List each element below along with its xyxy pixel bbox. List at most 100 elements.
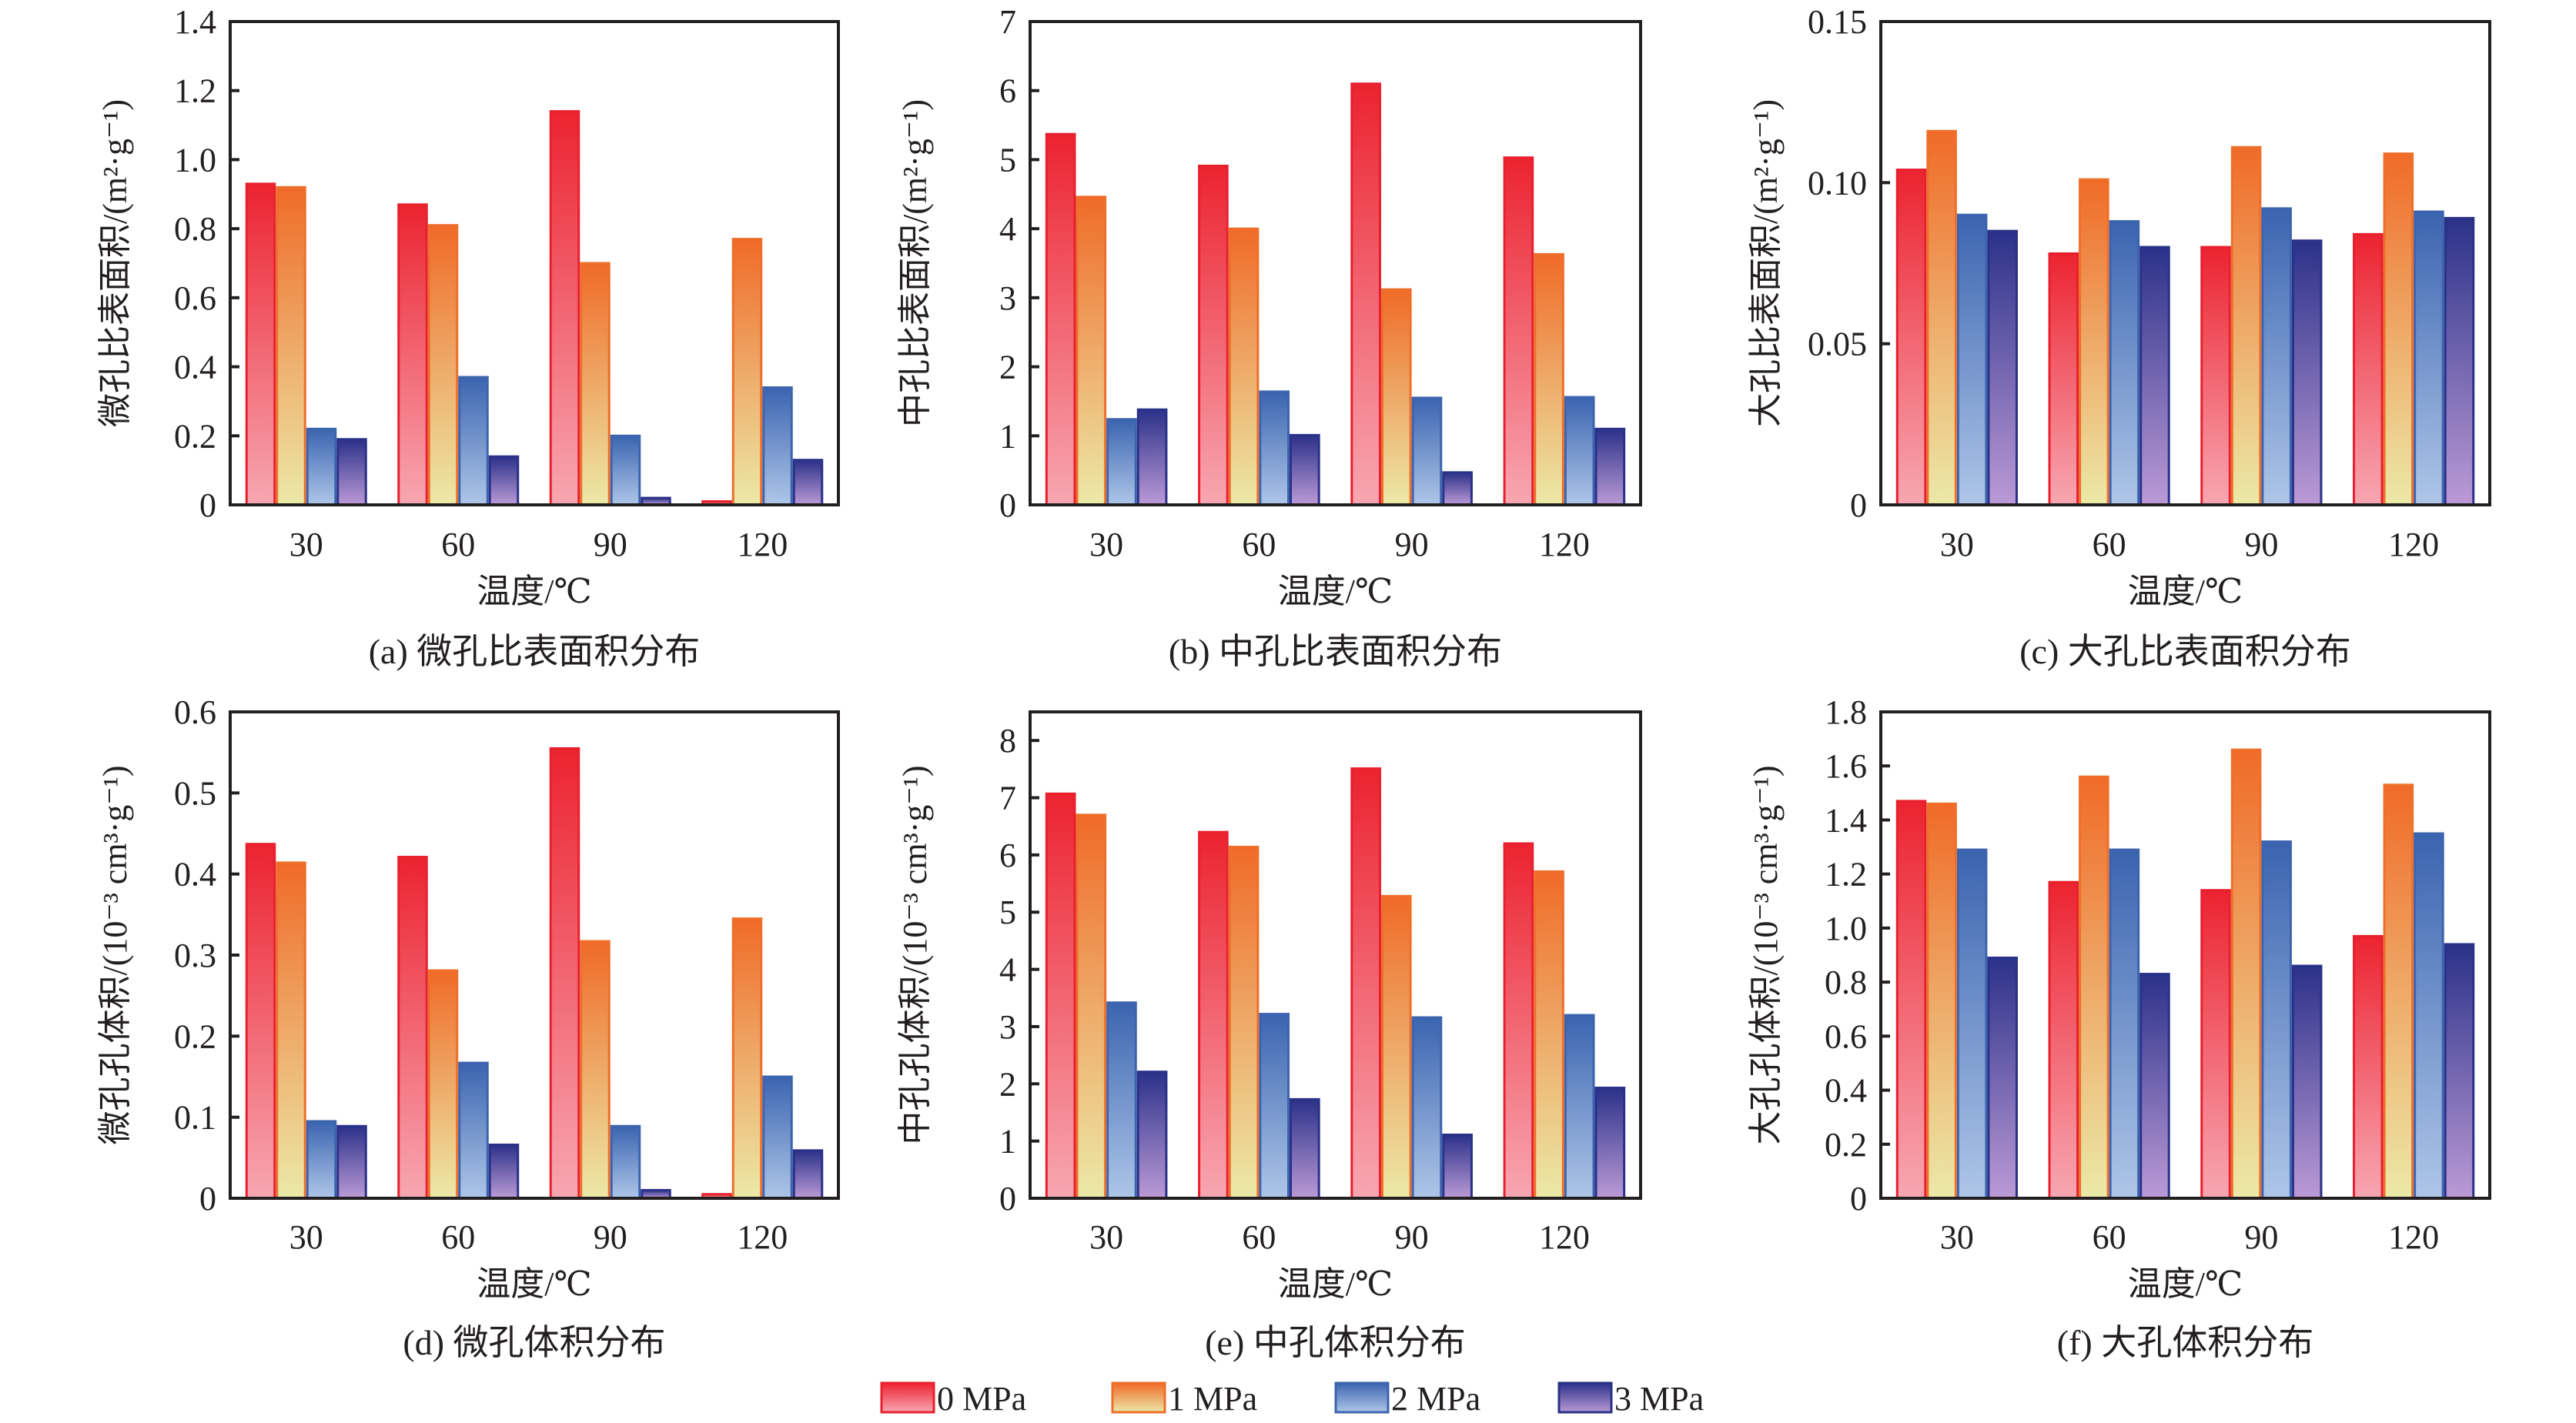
panel-a: 0 0.2 0.4 0.6 0.8 1.0 1.2 1.4 30 60 90 120 温度/℃ 微孔比表面… xyxy=(96,3,840,671)
bar-a-120-3mpa xyxy=(792,459,824,506)
bar-f-60-2mpa xyxy=(2109,848,2140,1200)
y-tick-label: 1.0 xyxy=(174,141,216,179)
bar-f-120-3mpa xyxy=(2444,943,2475,1200)
bar-f-90-1mpa xyxy=(2230,748,2262,1200)
panel-f: 0 0.2 0.4 0.6 0.8 1.0 1.2 1.4 1.6 1.8 30 60 90 120 温度/… xyxy=(1747,693,2491,1362)
bar-a-120-2mpa xyxy=(762,386,793,506)
y-tick-label: 0 xyxy=(1850,1180,1867,1218)
bar-d-120-2mpa xyxy=(762,1075,793,1200)
bar-e-30-2mpa xyxy=(1106,1001,1137,1200)
x-axis-label: 温度/℃ xyxy=(1278,573,1393,610)
bar-d-90-2mpa xyxy=(610,1124,641,1200)
bar-b-60-0mpa xyxy=(1198,165,1229,506)
bar-a-30-1mpa xyxy=(276,185,306,506)
y-tick-label: 0 xyxy=(999,1180,1016,1218)
bar-b-90-3mpa xyxy=(1442,471,1473,506)
legend-item-0: 0 MPa xyxy=(880,1380,1026,1418)
x-tick-label: 60 xyxy=(441,1218,475,1256)
x-tick-label: 120 xyxy=(1539,526,1590,563)
bar-e-120-2mpa xyxy=(1564,1014,1595,1200)
y-tick-label: 0.10 xyxy=(1808,164,1867,202)
bar-d-30-1mpa xyxy=(276,861,306,1200)
y-tick-label: 0.4 xyxy=(174,856,216,894)
y-tick-label: 0 xyxy=(199,1180,216,1218)
x-tick-label: 60 xyxy=(1242,1218,1276,1256)
bar-d-90-0mpa xyxy=(549,747,580,1200)
bar-b-30-3mpa xyxy=(1136,408,1168,506)
bar-b-90-0mpa xyxy=(1350,82,1381,506)
panel-d: 0 0.1 0.2 0.3 0.4 0.5 0.6 30 60 90 120 温度/℃ 微孔孔体积/(1… xyxy=(96,693,840,1362)
legend-label: 2 MPa xyxy=(1391,1380,1480,1418)
bar-f-30-1mpa xyxy=(1926,802,1957,1200)
bar-c-30-0mpa xyxy=(1895,169,1927,506)
bar-b-30-0mpa xyxy=(1045,132,1076,506)
y-tick-label: 0.2 xyxy=(174,1017,216,1055)
bar-e-30-1mpa xyxy=(1076,813,1107,1200)
y-tick-label: 1.6 xyxy=(1825,747,1867,785)
legend-item-1: 1 MPa xyxy=(1111,1380,1257,1418)
panel-caption: (b) 中孔比表面积分布 xyxy=(1169,632,1502,671)
bar-d-120-3mpa xyxy=(792,1149,824,1200)
plot-frame xyxy=(1029,710,1642,1200)
y-tick-label: 1.2 xyxy=(1825,856,1867,894)
y-tick-label: 4 xyxy=(999,210,1016,248)
bar-f-120-1mpa xyxy=(2383,783,2414,1200)
bar-e-120-0mpa xyxy=(1503,842,1534,1200)
bar-f-90-3mpa xyxy=(2291,964,2323,1200)
bar-e-90-1mpa xyxy=(1380,894,1412,1200)
bar-b-60-1mpa xyxy=(1228,227,1260,506)
x-tick-label: 60 xyxy=(441,526,475,563)
bar-a-60-3mpa xyxy=(488,455,520,506)
y-tick-label: 0.8 xyxy=(1825,964,1867,1001)
x-tick-label: 30 xyxy=(1940,1218,1974,1256)
y-tick-label: 4 xyxy=(999,951,1016,989)
legend-item-3: 3 MPa xyxy=(1557,1380,1704,1418)
y-axis-label: 微孔比表面积/(m²·g⁻¹) xyxy=(96,99,134,427)
bar-a-30-0mpa xyxy=(245,182,276,506)
y-tick-label: 0.2 xyxy=(174,417,216,455)
bar-d-60-0mpa xyxy=(397,856,428,1200)
x-axis-label: 温度/℃ xyxy=(1278,1265,1393,1303)
y-tick-label: 0 xyxy=(999,486,1016,524)
bar-c-60-3mpa xyxy=(2139,246,2170,506)
y-tick-label: 0.6 xyxy=(174,693,216,731)
y-axis-label: 中孔比表面积/(m²·g⁻¹) xyxy=(896,99,934,427)
x-tick-label: 120 xyxy=(2388,1218,2439,1256)
bar-c-90-3mpa xyxy=(2291,239,2323,506)
bar-e-30-3mpa xyxy=(1136,1071,1168,1200)
bar-d-30-0mpa xyxy=(245,843,276,1200)
x-tick-label: 120 xyxy=(737,526,788,563)
bar-c-90-1mpa xyxy=(2230,145,2262,506)
panel-caption: (f) 大孔体积分布 xyxy=(2057,1323,2313,1362)
x-tick-label: 120 xyxy=(1539,1218,1590,1256)
x-tick-label: 30 xyxy=(289,526,323,563)
bar-c-60-1mpa xyxy=(2079,178,2109,506)
x-tick-label: 60 xyxy=(2093,1218,2126,1256)
legend: 0 MPa 1 MPa 2 MPa 3 MPa xyxy=(880,1380,1704,1418)
y-tick-label: 1.0 xyxy=(1825,910,1867,947)
bar-a-90-2mpa xyxy=(610,434,641,506)
y-axis-label: 大孔比表面积/(m²·g⁻¹) xyxy=(1747,99,1785,427)
y-tick-label: 1.8 xyxy=(1825,693,1867,731)
x-tick-label: 90 xyxy=(2244,1218,2278,1256)
bar-e-60-1mpa xyxy=(1228,845,1260,1200)
x-tick-label: 60 xyxy=(1242,526,1276,563)
y-tick-label: 1.4 xyxy=(174,3,216,41)
y-tick-label: 2 xyxy=(999,1065,1016,1103)
bar-b-120-2mpa xyxy=(1564,396,1595,506)
bar-d-60-1mpa xyxy=(427,969,459,1200)
plot-frame xyxy=(1029,20,1642,506)
bar-c-30-1mpa xyxy=(1926,129,1957,506)
legend-label: 3 MPa xyxy=(1614,1380,1704,1418)
legend-item-2: 2 MPa xyxy=(1334,1380,1480,1418)
legend-label: 1 MPa xyxy=(1168,1380,1257,1418)
bar-e-60-2mpa xyxy=(1259,1013,1290,1200)
y-tick-label: 3 xyxy=(999,279,1016,317)
bar-d-120-1mpa xyxy=(731,917,763,1200)
bar-b-120-1mpa xyxy=(1534,252,1564,506)
bar-c-120-0mpa xyxy=(2353,232,2384,506)
bar-c-120-2mpa xyxy=(2414,210,2444,506)
bar-a-60-2mpa xyxy=(458,376,489,506)
bar-d-90-1mpa xyxy=(580,940,611,1200)
